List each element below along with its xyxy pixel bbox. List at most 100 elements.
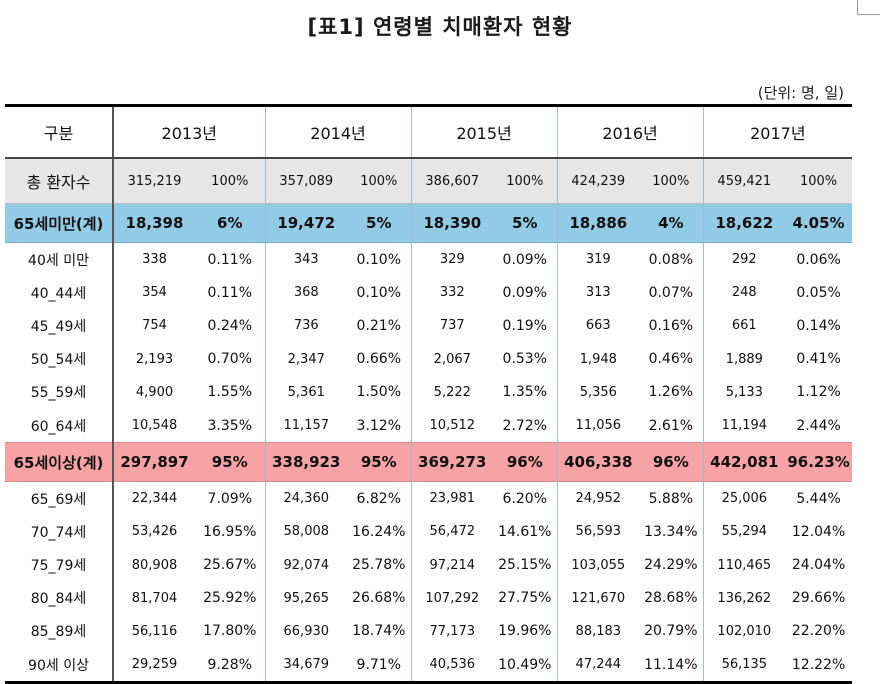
count-cell: 5,356	[579, 384, 617, 400]
count-cell: 5,133	[725, 384, 763, 400]
percent-cell: 18.74%	[347, 614, 412, 649]
percent-cell: 0.21%	[347, 309, 412, 343]
percent-cell: 0.53%	[493, 342, 558, 376]
percent-cell: 2.61%	[639, 408, 704, 443]
percent-cell: 0.70%	[195, 342, 266, 376]
count-cell: 1,948	[579, 351, 617, 367]
age-row: 75_79세 80,908 25.67% 92,074 25.78% 97,214 25.1…	[5, 548, 852, 582]
percent-cell: 1.55%	[195, 375, 266, 409]
count-cell: 459,421	[703, 158, 786, 204]
percent-cell: 0.09%	[493, 276, 558, 310]
percent-cell: 24.04%	[791, 557, 846, 574]
count-cell: 736	[293, 318, 319, 334]
age-row: 40세 미만 338 0.11% 343 0.10% 329 0.09% 319 0.08% 29…	[5, 242, 852, 277]
percent-cell: 12.04%	[791, 523, 846, 540]
page-corner-marker	[857, 0, 880, 15]
percent-cell: 100%	[195, 158, 266, 204]
count-cell: 368	[293, 285, 319, 301]
percent-cell: 95%	[195, 442, 266, 483]
percent-cell: 5.44%	[796, 490, 841, 507]
percent-cell: 9.71%	[347, 648, 412, 684]
count-cell: 424,239	[557, 158, 640, 204]
percent-cell: 6%	[195, 203, 266, 243]
percent-cell: 1.26%	[639, 375, 704, 409]
percent-cell: 17.80%	[195, 614, 266, 649]
header-year: 2013년	[113, 104, 266, 159]
count-cell: 11,157	[283, 418, 330, 434]
count-cell: 56,472	[429, 524, 476, 540]
percent-cell: 0.10%	[347, 242, 412, 277]
percent-cell: 96%	[639, 442, 704, 483]
row-label: 55_59세	[5, 375, 114, 409]
percent-cell: 0.24%	[195, 309, 266, 343]
count-cell: 338,923	[265, 442, 348, 483]
count-cell: 11,056	[575, 418, 622, 434]
age-row: 85_89세 56,116 17.80% 66,930 18.74% 77,173 19.9…	[5, 614, 852, 649]
count-cell: 10,548	[131, 418, 178, 434]
count-cell: 292	[731, 252, 757, 268]
percent-cell: 1.50%	[347, 375, 412, 409]
percent-cell: 5.88%	[639, 481, 704, 516]
percent-cell: 29.66%	[791, 590, 846, 607]
percent-cell: 16.95%	[195, 515, 266, 549]
percent-cell: 2.72%	[493, 408, 558, 443]
count-cell: 80,908	[131, 557, 178, 573]
row-label: 40세 미만	[5, 242, 114, 277]
count-cell: 1,889	[725, 351, 763, 367]
row-label: 85_89세	[5, 614, 114, 649]
count-cell: 2,193	[135, 351, 174, 367]
count-cell: 357,089	[265, 158, 348, 204]
row-label: 총 환자수	[5, 158, 114, 204]
percent-cell: 0.07%	[639, 276, 704, 310]
count-cell: 663	[585, 318, 611, 334]
percent-cell: 16.24%	[347, 515, 412, 549]
header-year: 2014년	[265, 104, 412, 159]
count-cell: 56,593	[575, 524, 622, 540]
count-cell: 24,360	[283, 491, 330, 507]
row-label: 80_84세	[5, 581, 114, 615]
percent-cell: 25.78%	[347, 548, 412, 582]
count-cell: 95,265	[283, 590, 330, 606]
row-label: 65_69세	[5, 481, 114, 516]
row-label: 70_74세	[5, 515, 114, 549]
total-row: 총 환자수 315,219 100% 357,089 100% 386,607 100% 42…	[5, 158, 853, 204]
row-label: 65세이상(계)	[5, 442, 114, 483]
percent-cell: 0.11%	[195, 276, 266, 310]
percent-cell: 25.67%	[195, 548, 266, 582]
count-cell: 58,008	[283, 524, 330, 540]
age-row: 65_69세 22,344 7.09% 24,360 6.82% 23,981 6.20% 2…	[5, 481, 852, 516]
count-cell: 4,900	[135, 384, 174, 400]
count-cell: 53,426	[131, 524, 178, 540]
percent-cell: 5%	[493, 203, 558, 243]
row-label: 40_44세	[5, 276, 114, 310]
count-cell: 121,670	[571, 590, 626, 606]
age-row: 45_49세 754 0.24% 736 0.21% 737 0.19% 663 0.16% 66…	[5, 309, 852, 343]
percent-cell: 12.22%	[785, 648, 853, 684]
percent-cell: 22.20%	[791, 623, 846, 640]
percent-cell: 0.10%	[347, 276, 412, 310]
percent-cell: 0.08%	[639, 242, 704, 277]
percent-cell: 6.82%	[347, 481, 412, 516]
percent-cell: 4%	[639, 203, 704, 243]
row-label: 60_64세	[5, 408, 114, 443]
count-cell: 10,512	[429, 418, 476, 434]
count-cell: 136,262	[717, 590, 772, 606]
percent-cell: 1.12%	[796, 384, 841, 401]
percent-cell: 24.29%	[639, 548, 704, 582]
age-row: 55_59세 4,900 1.55% 5,361 1.50% 5,222 1.35% 5,35…	[5, 375, 852, 409]
count-cell: 297,897	[113, 442, 195, 483]
percent-cell: 4.05%	[785, 203, 853, 243]
count-cell: 22,344	[131, 491, 178, 507]
percent-cell: 0.11%	[195, 242, 266, 277]
count-cell: 11,194	[721, 418, 768, 434]
percent-cell: 100%	[493, 158, 558, 204]
percent-cell: 1.35%	[493, 375, 558, 409]
percent-cell: 20.79%	[639, 614, 704, 649]
count-cell: 103,055	[571, 557, 626, 573]
header-label: 구분	[5, 104, 114, 159]
percent-cell: 5%	[347, 203, 412, 243]
percent-cell: 100%	[347, 158, 412, 204]
header-year: 2017년	[703, 104, 853, 159]
count-cell: 319	[585, 252, 611, 268]
percent-cell: 0.41%	[796, 351, 841, 368]
